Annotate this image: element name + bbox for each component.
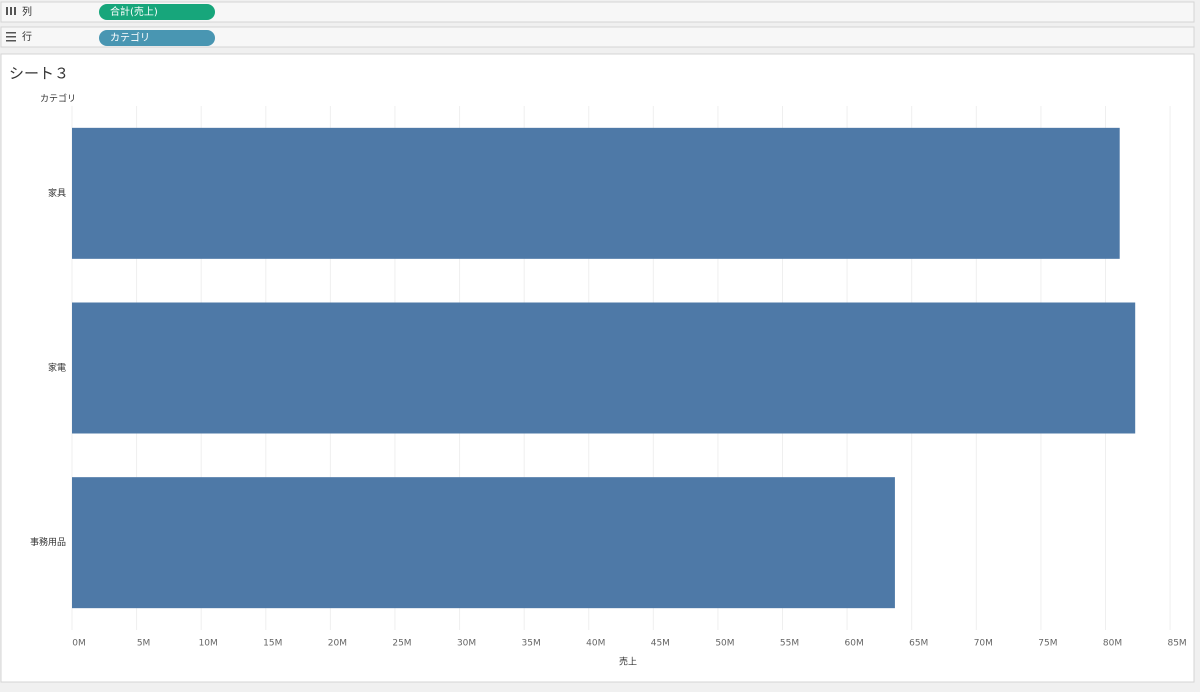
x-tick-label: 15M: [263, 639, 282, 649]
x-tick-label: 75M: [1038, 639, 1057, 649]
y-tick-label: 家具: [48, 187, 66, 199]
rows-icon: [6, 36, 16, 38]
plot: 0M 5M 10M 15M 20M 25M 30M 35M 40M 45M 50M 55M 60M 65M…: [30, 106, 1187, 649]
x-tick-label: 85M: [1167, 639, 1186, 649]
columns-shelf[interactable]: [0, 1, 1195, 23]
x-tick-label: 50M: [715, 639, 734, 649]
columns-icon: [14, 7, 16, 15]
x-tick-label: 70M: [974, 639, 993, 649]
x-axis-title: 売上: [619, 656, 637, 668]
rows-icon: [6, 40, 16, 42]
x-tick-label: 30M: [457, 639, 476, 649]
x-tick-label: 35M: [522, 639, 541, 649]
pill[interactable]: [99, 4, 215, 20]
x-tick-label: 55M: [780, 639, 799, 649]
pill-label: カテゴリ: [110, 31, 150, 44]
bar: [72, 127, 1120, 259]
columns-icon: [6, 7, 8, 15]
x-tick-label: 20M: [328, 639, 347, 649]
shelf-label: 列: [22, 5, 32, 18]
bar: [72, 477, 895, 609]
chart-title: シート３: [9, 65, 69, 83]
rows-shelf[interactable]: [0, 26, 1195, 48]
rows-icon: [6, 32, 16, 34]
x-tick-label: 0M: [72, 639, 86, 649]
x-tick-label: 10M: [199, 639, 218, 649]
y-tick-label: 事務用品: [30, 536, 66, 548]
x-tick-label: 5M: [137, 639, 151, 649]
pill-label: 合計(売上): [110, 5, 158, 18]
bar: [72, 302, 1136, 434]
x-tick-label: 40M: [586, 639, 605, 649]
pill[interactable]: [99, 30, 215, 46]
x-tick-label: 60M: [845, 639, 864, 649]
x-tick-label: 65M: [909, 639, 928, 649]
shelf-label: 行: [22, 30, 32, 43]
x-tick-label: 45M: [651, 639, 670, 649]
columns-icon: [10, 7, 12, 15]
y-axis-title: カテゴリ: [40, 93, 76, 105]
x-tick-label: 25M: [392, 639, 411, 649]
y-tick-label: 家電: [48, 362, 66, 374]
x-tick-label: 80M: [1103, 639, 1122, 649]
